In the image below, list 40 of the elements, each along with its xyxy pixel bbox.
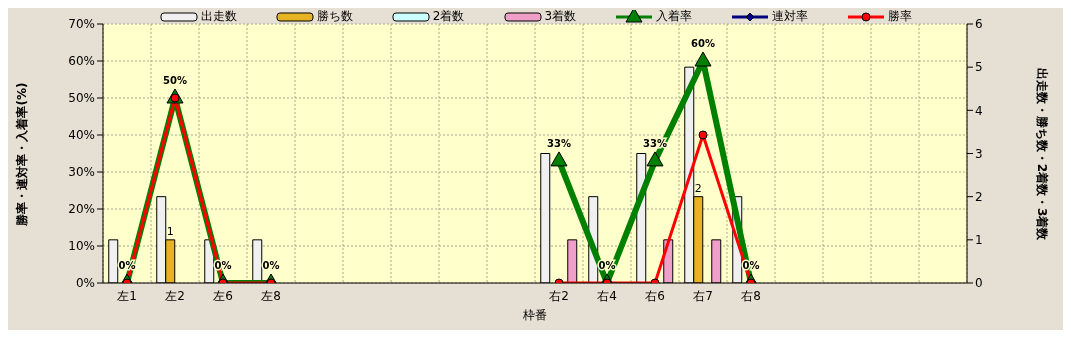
x-tick-label: 左8 <box>261 288 281 303</box>
legend-label: 出走数 <box>200 8 237 25</box>
y-tick-label: 20% <box>68 202 95 217</box>
y-tick-label: 70% <box>68 17 95 32</box>
legend-label: 勝率 <box>888 8 913 25</box>
data-label: 2 <box>694 181 702 195</box>
y2-tick-label: 4 <box>975 103 983 118</box>
x-tick-label: 右2 <box>549 288 569 303</box>
y2-tick-label: 0 <box>975 276 983 291</box>
y2-tick-label: 6 <box>975 17 983 32</box>
legend-label: 連対率 <box>772 8 809 25</box>
data-label: 60% <box>691 38 715 49</box>
x-tick-label: 右8 <box>741 288 761 303</box>
x-tick-label: 左6 <box>213 288 233 303</box>
y2-tick-label: 1 <box>975 233 983 248</box>
y-tick-label: 10% <box>68 239 95 254</box>
x-axis-title: 枠番 <box>523 307 547 324</box>
legend-label: 勝ち数 <box>316 8 353 25</box>
data-label: 50% <box>163 75 187 86</box>
data-label: 1 <box>166 224 174 238</box>
x-tick-label: 左2 <box>165 288 185 303</box>
x-tick-label: 右4 <box>597 288 617 303</box>
x-tick-label: 右7 <box>693 288 713 303</box>
legend-label: 入着率 <box>656 8 693 25</box>
y2-tick-label: 2 <box>975 189 983 204</box>
y2-tick-label: 3 <box>975 146 983 161</box>
y-tick-label: 40% <box>68 128 95 143</box>
data-label: 0% <box>262 260 280 271</box>
y-tick-label: 0% <box>75 276 95 291</box>
x-tick-label: 左1 <box>117 288 137 303</box>
y-tick-label: 30% <box>68 165 95 180</box>
y-tick-label: 50% <box>68 91 95 106</box>
y2-tick-label: 5 <box>975 60 983 75</box>
legend-label: 2着数 <box>432 8 465 25</box>
y2-axis-title: 出走数・勝ち数・2着数・3着数 <box>1033 67 1050 240</box>
x-tick-label: 右6 <box>645 288 665 303</box>
y-tick-label: 60% <box>68 54 95 69</box>
data-label: 33% <box>547 137 571 149</box>
legend-label: 3着数 <box>544 8 577 25</box>
y-axis-title: 勝率・連対率・入着率(%) <box>13 82 30 225</box>
